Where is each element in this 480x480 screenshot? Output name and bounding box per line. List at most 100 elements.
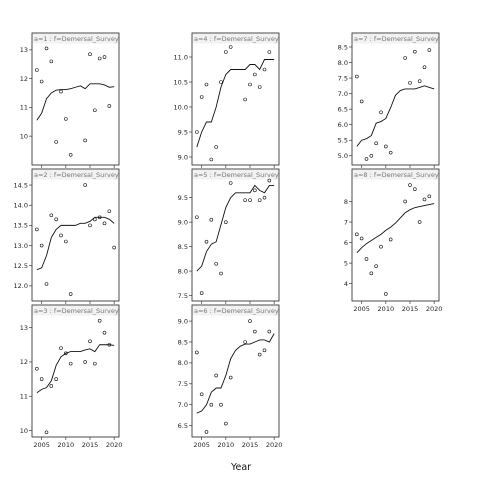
y-tick-label: 8.5 [178, 243, 188, 251]
data-point [427, 194, 432, 199]
data-point [214, 373, 218, 378]
panel-6: a=6 : f=Demersal_Survey 6.5 7.0 7.5 8.0 8.5 9.… [178, 304, 282, 449]
data-point [379, 244, 383, 249]
panel-strip [32, 33, 119, 44]
data-point [262, 195, 267, 200]
data-point [219, 80, 223, 84]
x-tick-label: 2010 [58, 441, 75, 449]
panel-frame [31, 32, 120, 166]
y-tick-label: 11 [20, 393, 28, 401]
data-point [369, 271, 374, 276]
data-point [209, 157, 214, 162]
data-point [359, 99, 364, 104]
y-tick-label: 9.5 [178, 194, 188, 202]
data-point [83, 183, 87, 187]
data-point [267, 178, 272, 183]
data-point [88, 339, 92, 344]
data-point [107, 209, 112, 214]
panel-strip [192, 305, 279, 316]
data-point [427, 48, 432, 52]
y-tick-label: 13.5 [14, 222, 28, 230]
data-point [39, 79, 44, 84]
panel-frame [351, 168, 440, 302]
y-tick-label: 6 [344, 239, 348, 247]
y-tick-label: 7.0 [178, 401, 188, 409]
data-point [93, 108, 97, 113]
data-point [59, 89, 63, 94]
y-tick-label: 7.0 [338, 90, 348, 98]
data-point [224, 421, 228, 426]
data-point [59, 233, 63, 238]
data-point [44, 282, 49, 286]
y-tick-label: 6.5 [178, 422, 188, 430]
data-point [204, 82, 209, 87]
panel-frame [191, 168, 280, 302]
data-point [248, 319, 252, 323]
data-point [355, 74, 359, 79]
panel-3: a=3 : f=Demersal_Survey 10 11 12 13 2005 2010 2… [20, 304, 122, 449]
y-tick-label: 11 [20, 104, 28, 112]
data-point [413, 49, 417, 54]
data-point [83, 138, 87, 143]
panel-frame [351, 32, 440, 166]
x-tick-label: 2015 [82, 441, 99, 449]
panel-4: a=4 : f=Demersal_Survey 9.0 9.5 10.0 10.5 11.… [174, 32, 280, 168]
y-tick-label: 8.0 [178, 359, 188, 367]
y-tick-label: 8.5 [178, 338, 188, 346]
fitted-line [36, 83, 115, 121]
data-point [209, 402, 214, 407]
fitted-line [356, 203, 435, 254]
data-point [54, 217, 58, 222]
x-tick-label: 2005 [353, 305, 370, 313]
y-tick-label: 9.0 [178, 317, 188, 325]
panel-strip-label: a=5 : f=Demersal_Survey [194, 171, 279, 179]
data-point [107, 342, 112, 347]
data-point [422, 197, 427, 202]
data-point [267, 329, 272, 334]
data-point [253, 329, 257, 334]
data-point [195, 215, 199, 220]
y-tick-label: 10 [20, 427, 28, 435]
data-point [257, 85, 262, 89]
data-point [39, 243, 44, 248]
data-point [195, 130, 199, 134]
y-tick-label: 12.5 [14, 262, 28, 270]
data-point [384, 292, 388, 296]
panel-strip-label: a=6 : f=Demersal_Survey [194, 307, 279, 315]
y-tick-label: 5.0 [338, 152, 348, 160]
panel-strip [32, 305, 119, 316]
data-point [68, 292, 73, 296]
data-point [54, 377, 58, 381]
y-tick-label: 6.5 [338, 105, 348, 113]
data-point [403, 56, 407, 60]
panel-strip-label: a=1 : f=Demersal_Survey [34, 35, 119, 43]
data-point [374, 141, 378, 146]
data-point [102, 221, 107, 226]
data-point [408, 80, 412, 85]
data-point [112, 245, 116, 250]
data-point [102, 55, 107, 59]
data-point [369, 153, 374, 158]
y-tick-label: 13 [20, 324, 28, 332]
data-point [228, 375, 233, 380]
panel-strip [352, 169, 439, 180]
data-point [68, 361, 73, 366]
x-tick-label: 2010 [378, 305, 395, 313]
data-point [49, 384, 54, 388]
data-point [364, 257, 369, 261]
data-point [248, 82, 252, 87]
x-tick-label: 2010 [218, 441, 235, 449]
y-tick-label: 8.0 [178, 267, 188, 275]
data-point [262, 348, 267, 353]
fitted-line [196, 333, 275, 414]
y-tick-label: 10 [20, 132, 28, 140]
data-point [257, 352, 262, 357]
data-point [88, 52, 92, 56]
data-point [243, 340, 247, 344]
panel-8: a=8 : f=Demersal_Survey 4 5 6 7 8 2005 2010 2015… [344, 168, 442, 313]
data-point [379, 110, 383, 115]
y-tick-label: 13 [20, 46, 28, 54]
data-point [39, 377, 44, 381]
data-point [243, 198, 247, 202]
panel-strip [352, 33, 439, 44]
